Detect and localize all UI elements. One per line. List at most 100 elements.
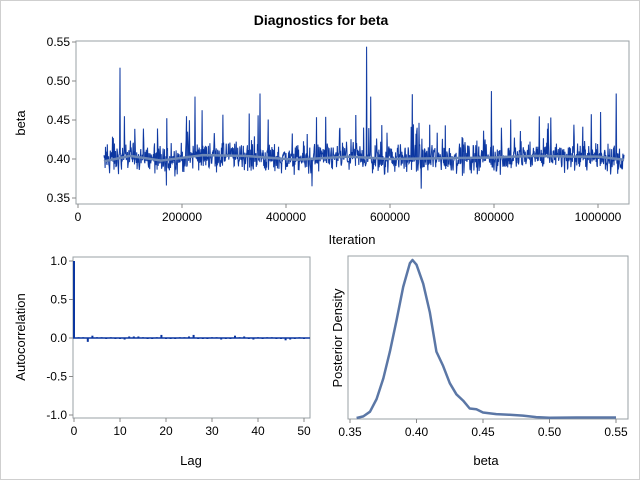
acf-bar	[220, 338, 223, 340]
x-tick-label: 10	[113, 424, 127, 438]
acf-bar	[188, 336, 190, 338]
y-tick-label: -1.0	[46, 408, 67, 422]
acf-bar	[261, 338, 264, 339]
acf-bar	[303, 338, 305, 339]
density-plot: 0.35 0.40 0.45 0.50 0.55 beta Posterior Dens…	[330, 255, 629, 468]
acf-bar	[270, 337, 273, 339]
x-tick-label: 0.40	[405, 425, 429, 439]
acf-bar	[137, 336, 140, 338]
acf-bar	[105, 338, 108, 339]
acf-bar	[169, 338, 172, 339]
y-tick-label: 0.55	[47, 35, 71, 49]
acf-bar	[73, 261, 75, 338]
y-tick-label: 0.50	[47, 74, 71, 88]
acf-xlabel: Lag	[180, 453, 202, 468]
acf-bar	[114, 338, 117, 339]
y-tick-label: 0.0	[50, 331, 67, 345]
x-tick-label: 0.55	[604, 425, 628, 439]
acf-bar	[91, 335, 94, 338]
acf-bar	[174, 338, 177, 339]
acf-bar	[206, 338, 209, 339]
x-tick-label: 30	[205, 424, 219, 438]
x-tick-label: 800000	[474, 210, 514, 224]
trace-line-shadow	[103, 46, 625, 189]
acf-bar	[77, 337, 80, 339]
x-tick-label: 0	[75, 210, 82, 224]
x-tick-label: 0.35	[338, 425, 362, 439]
acf-bar	[266, 337, 269, 339]
acf-bar	[82, 337, 85, 339]
figure-title: Diagnostics for beta	[254, 12, 389, 28]
density-marks	[356, 258, 616, 420]
acf-bar	[192, 334, 195, 338]
acf-bar	[243, 336, 246, 338]
acf-bar	[183, 337, 186, 339]
acf-bar	[197, 338, 200, 339]
acf-bar	[257, 337, 259, 339]
acf-bar	[280, 338, 282, 339]
acf-bar	[100, 337, 103, 339]
trace-plot: 0 200000 400000 600000 800000 1000000 0.35 0.40…	[13, 35, 630, 247]
acf-bar	[224, 338, 227, 339]
acf-ylabel: Autocorrelation	[13, 293, 28, 380]
trace-line	[103, 46, 625, 189]
acf-bar	[247, 338, 250, 339]
acf-bar	[284, 338, 287, 341]
acf-marks	[73, 261, 310, 342]
acf-bar	[109, 337, 112, 339]
acf-bar	[123, 338, 126, 340]
y-tick-label: 1.0	[50, 254, 67, 268]
acf-bar	[201, 338, 204, 339]
x-tick-label: 50	[297, 424, 311, 438]
acf-bar	[238, 337, 241, 339]
acf-bar	[151, 338, 154, 339]
x-tick-label: 0.45	[471, 425, 495, 439]
acf-bar	[289, 338, 292, 340]
acf-bar	[146, 338, 149, 339]
acf-bar	[86, 338, 89, 342]
acf-bar	[165, 338, 167, 339]
x-tick-label: 0	[71, 424, 78, 438]
trace-marks	[103, 46, 625, 189]
smooth-mean-line	[103, 153, 625, 163]
x-tick-label: 200000	[162, 210, 202, 224]
acf-bar	[142, 337, 144, 339]
acf-bar	[229, 338, 232, 339]
trace-xlabel: Iteration	[329, 232, 376, 247]
y-tick-label: -0.5	[46, 370, 67, 384]
trace-ylabel: beta	[13, 110, 28, 136]
acf-bar	[160, 334, 163, 338]
acf-bar	[178, 337, 181, 339]
acf-bar	[211, 337, 213, 339]
acf-ticks: 0 10 20 30 40 50 -1.0 -0.5 0.0 0.5 1.0	[46, 254, 311, 438]
acf-bar	[96, 337, 98, 339]
acf-bar	[155, 337, 158, 339]
acf-bar	[215, 337, 218, 339]
y-tick-label: 0.35	[47, 191, 71, 205]
autocorrelation-plot: 0 10 20 30 40 50 -1.0 -0.5 0.0 0.5 1.0 Lag Autocor…	[13, 254, 311, 468]
acf-bar	[298, 337, 301, 339]
trace-ticks: 0 200000 400000 600000 800000 1000000 0.35 0.40…	[47, 35, 622, 224]
density-ticks: 0.35 0.40 0.45 0.50 0.55	[338, 419, 628, 439]
acf-bar	[293, 338, 296, 339]
x-tick-label: 400000	[266, 210, 306, 224]
acf-bar	[252, 338, 255, 340]
acf-bar	[128, 336, 131, 338]
x-tick-label: 1000000	[575, 210, 622, 224]
acf-bar	[275, 338, 278, 339]
y-tick-label: 0.45	[47, 113, 71, 127]
density-ylabel: Posterior Density	[330, 288, 345, 387]
acf-bar	[132, 336, 135, 338]
density-xlabel: beta	[473, 453, 499, 468]
y-tick-label: 0.40	[47, 152, 71, 166]
density-curve	[356, 258, 616, 420]
y-tick-label: 0.5	[50, 293, 67, 307]
trace-frame	[75, 40, 630, 205]
x-tick-label: 0.50	[538, 425, 562, 439]
x-tick-label: 20	[159, 424, 173, 438]
density-frame	[347, 255, 629, 420]
acf-bar	[119, 338, 121, 339]
acf-bar	[234, 335, 236, 338]
